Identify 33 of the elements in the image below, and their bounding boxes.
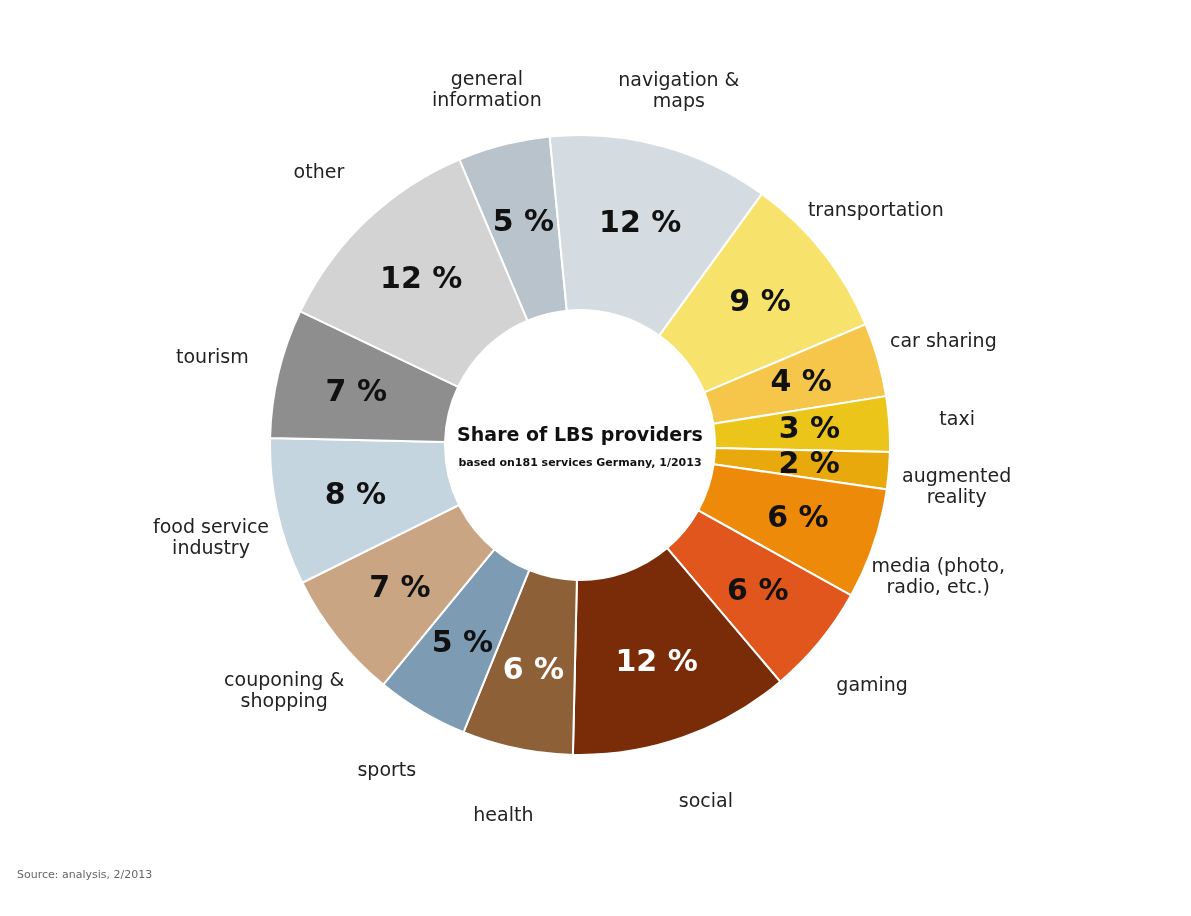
data-label: 12 % [615,642,698,678]
text: based on181 services Germany, 1/2013 [458,456,702,469]
data-label: 5 % [492,203,555,239]
text: Share of LBS providers [457,423,703,445]
slice-label: couponing & shopping [224,668,345,712]
slice-label: health [473,803,534,826]
data-label: 6 % [767,499,829,535]
data-label: 2 % [778,445,840,481]
data-label: 9 % [729,282,791,318]
data-label: 12 % [380,259,463,295]
slice-label: other [293,159,345,182]
data-label: 12 % [599,204,682,239]
slice-label: media (photo, radio, etc.) [871,553,1005,597]
slice-label: general information [432,66,542,110]
data-label: 6 % [727,571,789,607]
data-label: 5 % [431,623,494,659]
data-label: 6 % [502,651,565,687]
slice-label: augmented reality [902,464,1012,508]
data-label: 7 % [369,569,431,605]
data-label: 4 % [770,362,832,398]
slice-label: transportation [807,197,944,220]
slice-label: navigation & maps [618,68,740,112]
slice-label: gaming [836,672,908,695]
slice-label: car sharing [890,328,997,351]
slice-label: food service industry [152,515,270,559]
data-label: 8 % [324,475,387,511]
slice-label: social [678,789,733,812]
source-note: Source: analysis, 2/2013 [17,868,153,881]
slice-label: tourism [176,345,249,368]
slice-label: sports [357,757,417,780]
slice-label: taxi [939,407,975,430]
data-label: 7 % [325,372,387,408]
data-label: 3 % [778,410,841,446]
